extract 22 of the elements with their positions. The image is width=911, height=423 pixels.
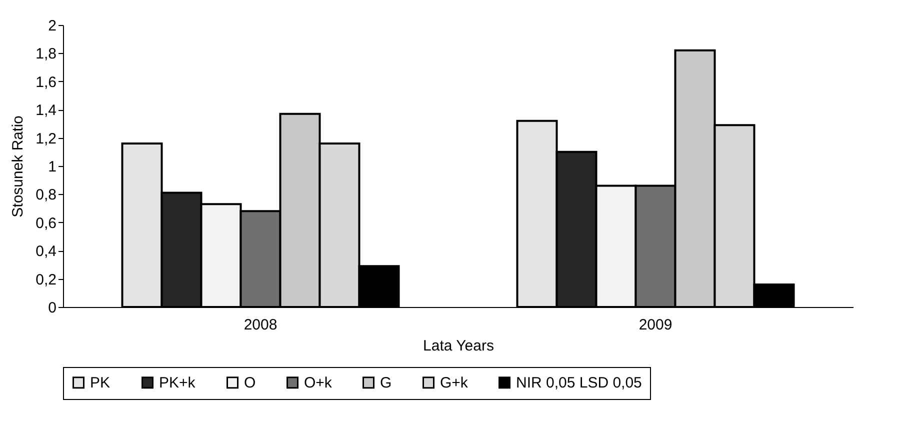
- legend-label: G+k: [440, 374, 468, 392]
- y-tick-label: 0,8: [36, 186, 56, 204]
- y-tick-label: 1,2: [36, 130, 56, 148]
- y-tick-label: 0,2: [36, 271, 56, 288]
- y-tick-label: 2: [48, 18, 56, 34]
- legend-label: O: [244, 374, 256, 392]
- x-tick-label: 2008: [244, 316, 278, 334]
- legend-label: PK: [90, 374, 110, 392]
- y-axis-title: Stosunek Ratio: [10, 116, 27, 218]
- y-tick-label: 0,6: [36, 214, 56, 232]
- y-tick-label: 0,4: [36, 243, 56, 260]
- legend-label: NIR 0,05 LSD 0,05: [516, 374, 642, 392]
- y-tick-label: 1,8: [36, 46, 56, 63]
- x-tick-label: 2009: [638, 316, 672, 334]
- x-axis-title: Lata Years: [423, 338, 494, 354]
- legend-label: G: [380, 374, 392, 392]
- y-tick-label: 1: [48, 158, 56, 176]
- y-tick-label: 0: [48, 300, 56, 316]
- y-tick-label: 1,4: [36, 102, 56, 120]
- legend-label: O+k: [304, 374, 332, 392]
- legend-label: PK+k: [159, 374, 196, 392]
- y-tick-label: 1,6: [36, 74, 56, 91]
